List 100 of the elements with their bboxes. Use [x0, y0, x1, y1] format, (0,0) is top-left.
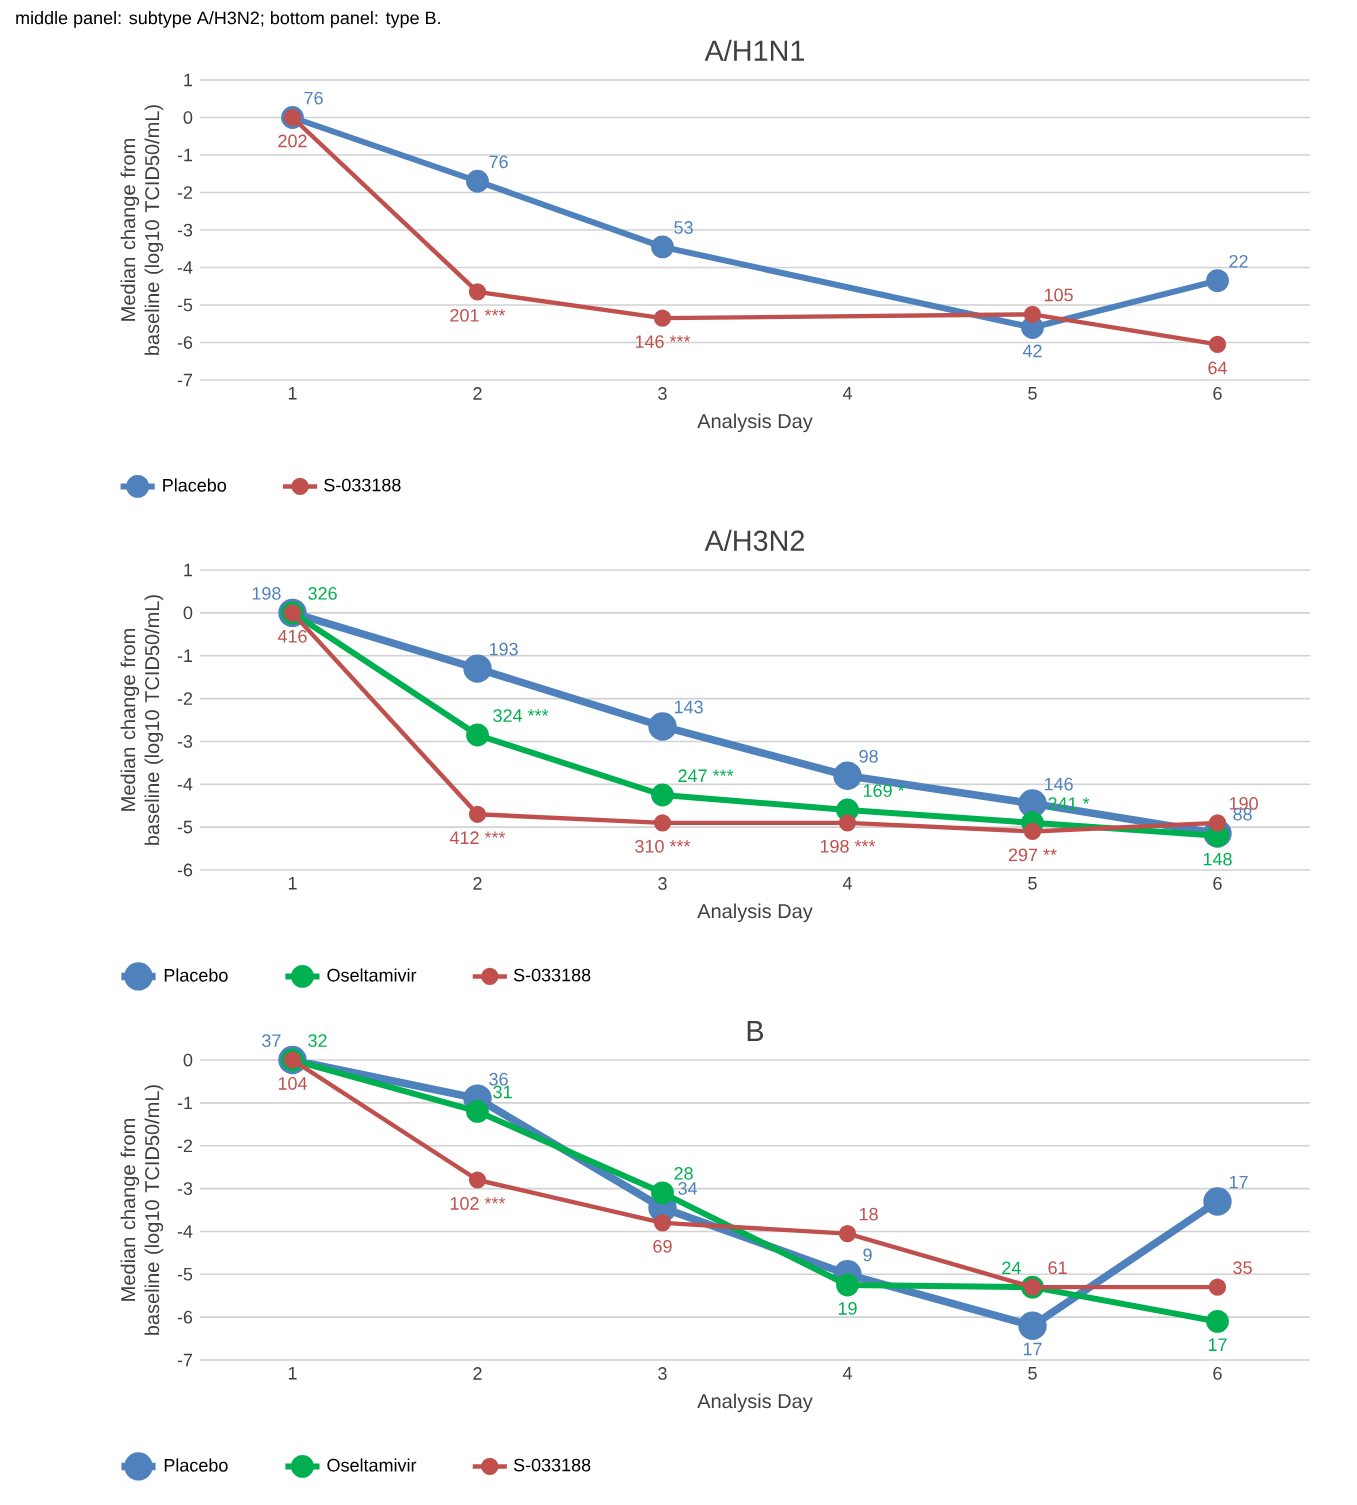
annotation: 104: [278, 1077, 307, 1090]
annotation: 17: [1229, 1175, 1248, 1189]
x-tick-label: 5: [1028, 1367, 1037, 1380]
y-tick-label: -2: [177, 186, 193, 199]
x-tick-label: 1: [288, 387, 297, 400]
x-tick-label: 4: [842, 1367, 852, 1380]
chart-title: A/H1N1: [704, 39, 805, 61]
y-tick-label: -1: [177, 1096, 193, 1110]
y-tick-label: 0: [183, 1053, 193, 1067]
annotation: 32: [308, 1034, 327, 1047]
y-tick-label: -6: [177, 1310, 193, 1324]
x-tick-label: 4: [842, 387, 852, 400]
y-tick-label: -1: [177, 148, 193, 162]
y-tick-label: -2: [177, 692, 193, 705]
annotation: 416: [277, 629, 307, 643]
annotation: 198 ***: [820, 839, 876, 853]
y-tick-label: -5: [177, 298, 193, 312]
x-tick-label: 1: [288, 1367, 297, 1380]
annotation: 28: [674, 1167, 693, 1180]
annotation: 146: [1044, 777, 1073, 791]
annotation: 297 **: [1008, 848, 1057, 862]
y-tick-label: -2: [177, 1139, 193, 1153]
annotation: 35: [1233, 1261, 1252, 1275]
x-tick-label: 6: [1213, 387, 1222, 400]
legend-label: S-033188: [513, 968, 591, 982]
y-tick-label: -6: [177, 336, 193, 349]
x-tick-label: 6: [1213, 877, 1222, 890]
annotation: 198: [252, 587, 281, 600]
annotation: 247 ***: [678, 769, 734, 782]
y-tick-label: -5: [177, 1268, 193, 1281]
annotation: 143: [674, 700, 703, 714]
text: middle panel: subtype A/H3N2; bottom panel: type B.: [16, 11, 440, 28]
annotation: 310 ***: [635, 839, 691, 853]
y-tick-label: -4: [177, 1225, 193, 1238]
legend-label: S-033188: [513, 1458, 591, 1472]
annotation: 61: [1048, 1261, 1067, 1275]
y-tick-label: -7: [177, 373, 193, 387]
annotation: 9: [863, 1248, 872, 1262]
annotation: 69: [653, 1239, 672, 1253]
annotation: 105: [1044, 288, 1073, 302]
y-tick-label: -1: [177, 649, 193, 662]
annotation: 326: [308, 587, 337, 600]
annotation: 24: [1002, 1261, 1021, 1275]
annotation: 34: [678, 1182, 698, 1195]
y-tick-label: -3: [177, 223, 193, 237]
x-axis-title: Analysis Day: [697, 903, 813, 923]
annotation: 146 ***: [635, 335, 691, 348]
x-tick-label: 3: [658, 387, 667, 400]
annotation: 148: [1203, 852, 1232, 866]
y-axis-title: Median change from baseline (log10 TCID50/mL): [120, 105, 164, 355]
legend-label: S-033188: [324, 478, 401, 492]
x-axis-title: Analysis Day: [697, 413, 813, 433]
y-tick-label: -3: [177, 1182, 193, 1195]
x-tick-label: 1: [288, 877, 297, 890]
legend-label: Placebo: [163, 478, 227, 492]
legend-label: Placebo: [164, 1458, 228, 1472]
annotation: 18: [859, 1207, 878, 1221]
annotation: 324 ***: [493, 709, 549, 722]
annotation: 193: [489, 642, 518, 656]
chart-title: A/H3N2: [704, 529, 804, 551]
x-tick-label: 3: [658, 877, 667, 890]
annotation: 53: [674, 221, 693, 234]
annotation: 98: [859, 749, 878, 763]
y-tick-label: -4: [177, 778, 193, 791]
y-tick-label: 0: [183, 111, 193, 124]
annotation: 17: [1208, 1338, 1227, 1351]
y-tick-label: 0: [183, 606, 193, 620]
annotation: 42: [1022, 344, 1042, 358]
y-axis-title: Median change from baseline (log10 TCID50/mL): [120, 1085, 164, 1335]
annotation: 22: [1229, 254, 1248, 268]
annotation: 31: [493, 1085, 512, 1099]
y-tick-label: -4: [177, 261, 193, 274]
x-axis-title: Analysis Day: [697, 1393, 813, 1413]
annotation: 36: [489, 1072, 508, 1086]
y-tick-label: 1: [184, 563, 193, 577]
y-tick-label: 1: [184, 73, 193, 87]
annotation: 202: [278, 134, 307, 148]
x-tick-label: 2: [473, 1367, 482, 1380]
legend-label: Placebo: [164, 968, 228, 982]
x-tick-label: 5: [1028, 387, 1037, 400]
annotation: 412 ***: [449, 831, 506, 844]
y-tick-label: -5: [177, 820, 193, 834]
y-tick-label: -7: [177, 1353, 193, 1367]
x-tick-label: 2: [473, 387, 482, 400]
x-tick-label: 5: [1028, 877, 1037, 890]
legend-label: Oseltamivir: [327, 968, 417, 982]
x-tick-label: 3: [658, 1367, 667, 1380]
y-tick-label: -3: [177, 735, 193, 748]
annotation: 37: [262, 1034, 281, 1047]
annotation: 19: [838, 1302, 857, 1315]
annotation: 102 ***: [450, 1197, 506, 1210]
y-tick-label: -6: [177, 863, 193, 877]
annotation: 76: [489, 155, 508, 169]
annotation: 17: [1023, 1342, 1042, 1356]
x-tick-label: 6: [1213, 1367, 1222, 1380]
y-axis-title: Median change from baseline (log10 TCID50/mL): [120, 595, 164, 845]
annotation: 201 ***: [450, 308, 506, 322]
x-tick-label: 4: [842, 877, 852, 890]
annotation: 64: [1208, 361, 1227, 375]
chart-title: B: [747, 1021, 764, 1041]
